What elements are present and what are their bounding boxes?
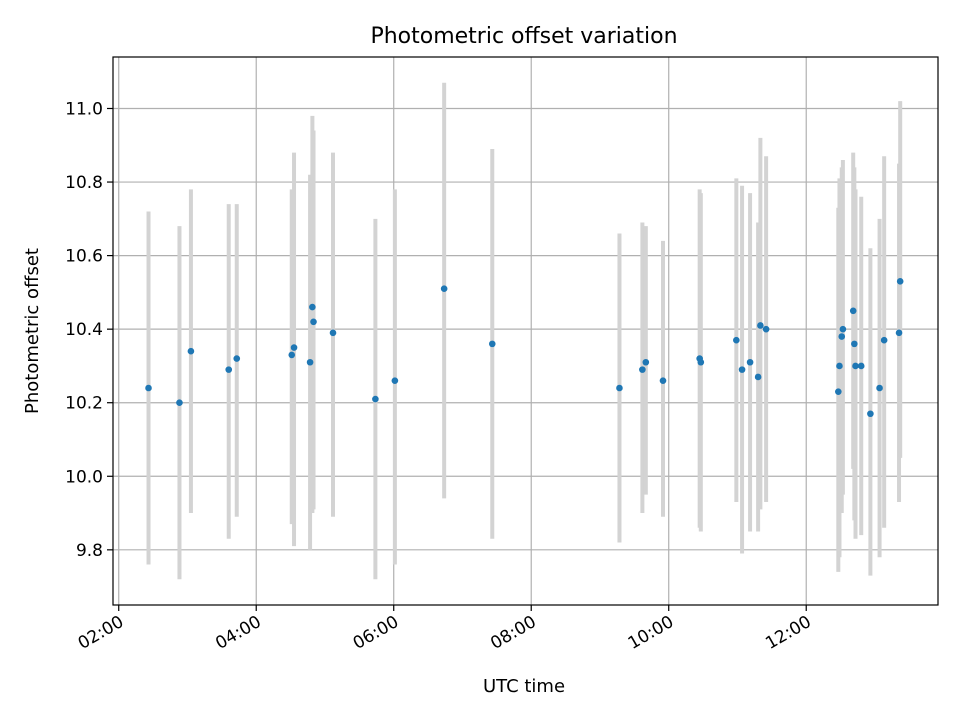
- data-point: [762, 325, 770, 333]
- data-point: [851, 340, 858, 348]
- data-point: [754, 373, 762, 381]
- data-point: [187, 347, 195, 355]
- data-point: [616, 384, 623, 392]
- y-tick-label: 10.6: [65, 247, 103, 267]
- data-point: [876, 384, 883, 392]
- data-point: [836, 362, 843, 370]
- x-tick-label: 08:00: [487, 612, 539, 654]
- x-axis-label: UTC time: [483, 676, 565, 697]
- data-point: [757, 322, 764, 329]
- data-point: [329, 329, 337, 337]
- data-point: [310, 318, 317, 326]
- data-point: [852, 362, 859, 370]
- data-point: [895, 329, 903, 337]
- y-tick-label: 10.0: [65, 467, 103, 487]
- data-point: [642, 358, 650, 366]
- data-point: [659, 377, 667, 384]
- y-axis-ticks: 9.8 10.0 10.2 10.4 10.6 10.8 11.0: [65, 99, 113, 561]
- data-point: [306, 358, 314, 366]
- data-point: [896, 278, 904, 285]
- x-tick-label: 02:00: [75, 612, 127, 654]
- data-point: [639, 366, 646, 373]
- x-tick-label: 12:00: [762, 612, 814, 654]
- data-point: [738, 366, 746, 373]
- plot-frame: [112, 56, 939, 606]
- data-points: [145, 278, 904, 418]
- data-point: [233, 355, 241, 362]
- y-axis-label: Photometric offset: [22, 248, 43, 414]
- data-point: [225, 366, 233, 373]
- data-point: [288, 351, 296, 359]
- data-point: [838, 333, 846, 340]
- x-tick-label: 06:00: [350, 612, 402, 654]
- y-tick-label: 10.2: [65, 394, 103, 414]
- data-point: [372, 395, 379, 403]
- data-point: [309, 303, 316, 311]
- x-axis-ticks: 02:00 04:00 06:00 08:00 10:00 12:00: [75, 605, 815, 654]
- data-point: [176, 399, 183, 407]
- data-point: [145, 384, 152, 392]
- y-tick-label: 9.8: [76, 541, 103, 561]
- x-tick-label: 04:00: [212, 612, 264, 654]
- y-tick-label: 10.8: [65, 173, 103, 193]
- data-point: [746, 358, 754, 366]
- data-point: [857, 362, 865, 370]
- grid-layer: [113, 57, 938, 605]
- data-point: [697, 358, 705, 366]
- x-tick-label: 10:00: [625, 612, 677, 654]
- y-tick-label: 11.0: [65, 99, 103, 119]
- data-point: [290, 344, 298, 351]
- data-point: [880, 336, 888, 344]
- data-point: [867, 410, 874, 418]
- data-point: [733, 336, 740, 344]
- data-point: [440, 285, 448, 293]
- data-point: [835, 388, 842, 395]
- error-bars: [146, 82, 903, 580]
- chart-title: Photometric offset variation: [370, 24, 677, 49]
- data-point: [488, 340, 496, 348]
- data-point: [391, 377, 399, 384]
- data-point: [839, 325, 847, 333]
- y-tick-label: 10.4: [65, 320, 103, 340]
- data-point: [849, 307, 857, 315]
